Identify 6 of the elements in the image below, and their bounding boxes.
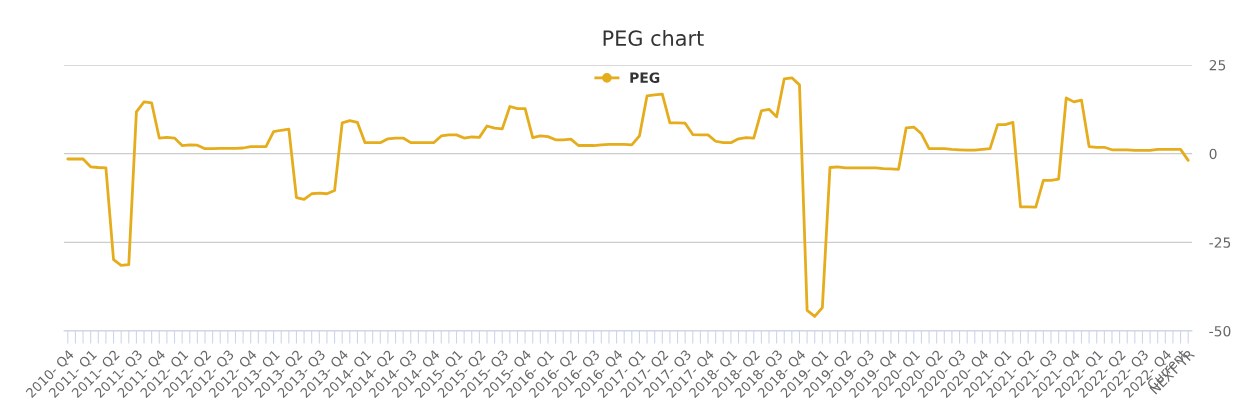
y-tick-label: 0 — [1209, 148, 1217, 160]
legend-label: PEG — [630, 72, 660, 83]
y-tick-label: -50 — [1209, 325, 1231, 337]
y-tick-label: 25 — [1209, 59, 1226, 71]
y-tick-label: -25 — [1209, 237, 1231, 248]
chart-title: PEG chart — [603, 29, 704, 47]
